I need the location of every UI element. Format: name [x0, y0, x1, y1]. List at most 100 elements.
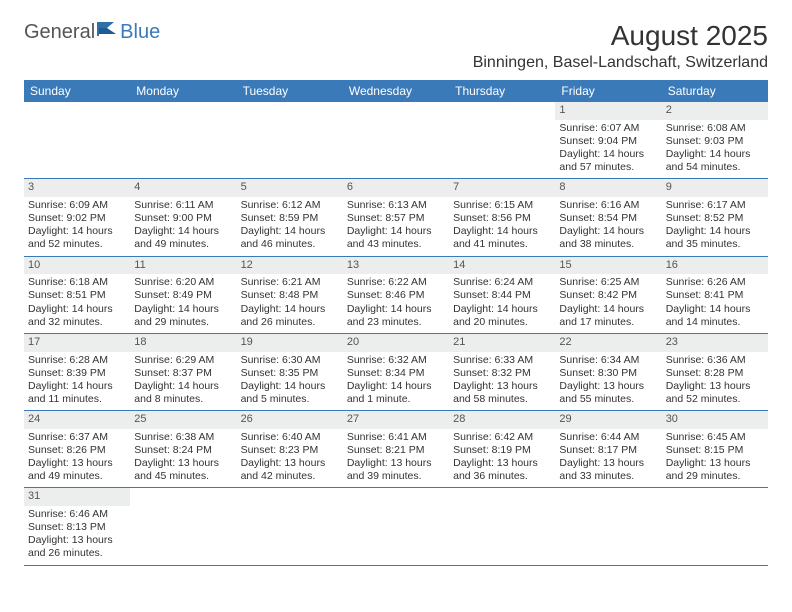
sunrise-text: Sunrise: 6:32 AM — [347, 354, 445, 367]
daylight-text: Daylight: 13 hours and 36 minutes. — [453, 457, 551, 483]
calendar-week-row: 31Sunrise: 6:46 AMSunset: 8:13 PMDayligh… — [24, 488, 768, 565]
calendar-day-cell: 16Sunrise: 6:26 AMSunset: 8:41 PMDayligh… — [662, 256, 768, 333]
sunset-text: Sunset: 8:49 PM — [134, 289, 232, 302]
calendar-day-cell — [130, 102, 236, 179]
day-details: Sunrise: 6:46 AMSunset: 8:13 PMDaylight:… — [24, 506, 130, 565]
sunset-text: Sunset: 8:48 PM — [241, 289, 339, 302]
day-number: 7 — [449, 179, 555, 197]
weekday-header: Wednesday — [343, 80, 449, 102]
day-number: 19 — [237, 334, 343, 352]
daylight-text: Daylight: 14 hours and 26 minutes. — [241, 303, 339, 329]
daylight-text: Daylight: 14 hours and 46 minutes. — [241, 225, 339, 251]
daylight-text: Daylight: 14 hours and 35 minutes. — [666, 225, 764, 251]
day-details: Sunrise: 6:09 AMSunset: 9:02 PMDaylight:… — [24, 197, 130, 256]
daylight-text: Daylight: 14 hours and 54 minutes. — [666, 148, 764, 174]
calendar-day-cell: 7Sunrise: 6:15 AMSunset: 8:56 PMDaylight… — [449, 179, 555, 256]
daylight-text: Daylight: 13 hours and 33 minutes. — [559, 457, 657, 483]
day-number: 14 — [449, 257, 555, 275]
day-number: 30 — [662, 411, 768, 429]
calendar-week-row: 3Sunrise: 6:09 AMSunset: 9:02 PMDaylight… — [24, 179, 768, 256]
sunset-text: Sunset: 8:51 PM — [28, 289, 126, 302]
sunrise-text: Sunrise: 6:28 AM — [28, 354, 126, 367]
day-details: Sunrise: 6:29 AMSunset: 8:37 PMDaylight:… — [130, 352, 236, 411]
calendar-day-cell: 15Sunrise: 6:25 AMSunset: 8:42 PMDayligh… — [555, 256, 661, 333]
daylight-text: Daylight: 13 hours and 45 minutes. — [134, 457, 232, 483]
calendar-day-cell: 24Sunrise: 6:37 AMSunset: 8:26 PMDayligh… — [24, 411, 130, 488]
sunrise-text: Sunrise: 6:37 AM — [28, 431, 126, 444]
day-number: 3 — [24, 179, 130, 197]
day-number — [662, 488, 768, 506]
calendar-week-row: 10Sunrise: 6:18 AMSunset: 8:51 PM Dayligh… — [24, 256, 768, 333]
sunset-text: Sunset: 8:28 PM — [666, 367, 764, 380]
day-details: Sunrise: 6:08 AMSunset: 9:03 PMDaylight:… — [662, 120, 768, 179]
calendar-day-cell: 19Sunrise: 6:30 AMSunset: 8:35 PMDayligh… — [237, 333, 343, 410]
calendar-day-cell: 20Sunrise: 6:32 AMSunset: 8:34 PMDayligh… — [343, 333, 449, 410]
sunset-text: Sunset: 8:59 PM — [241, 212, 339, 225]
daylight-text: Daylight: 14 hours and 11 minutes. — [28, 380, 126, 406]
weekday-header: Monday — [130, 80, 236, 102]
day-details: Sunrise: 6:11 AMSunset: 9:00 PMDaylight:… — [130, 197, 236, 256]
day-number: 13 — [343, 257, 449, 275]
sunrise-text: Sunrise: 6:40 AM — [241, 431, 339, 444]
daylight-text: Daylight: 14 hours and 5 minutes. — [241, 380, 339, 406]
sunset-text: Sunset: 8:42 PM — [559, 289, 657, 302]
sunrise-text: Sunrise: 6:18 AM — [28, 276, 126, 289]
day-details: Sunrise: 6:12 AMSunset: 8:59 PMDaylight:… — [237, 197, 343, 256]
day-details: Sunrise: 6:26 AMSunset: 8:41 PMDaylight:… — [662, 274, 768, 333]
day-number — [130, 488, 236, 506]
daylight-text: Daylight: 14 hours and 49 minutes. — [134, 225, 232, 251]
calendar-day-cell: 22Sunrise: 6:34 AMSunset: 8:30 PMDayligh… — [555, 333, 661, 410]
day-number: 23 — [662, 334, 768, 352]
sunrise-text: Sunrise: 6:09 AM — [28, 199, 126, 212]
day-number — [237, 102, 343, 120]
sunrise-text: Sunrise: 6:29 AM — [134, 354, 232, 367]
sunrise-text: Sunrise: 6:24 AM — [453, 276, 551, 289]
title-block: August 2025 Binningen, Basel-Landschaft,… — [473, 20, 768, 72]
day-details: Sunrise: 6:44 AMSunset: 8:17 PMDaylight:… — [555, 429, 661, 488]
day-details: Sunrise: 6:41 AMSunset: 8:21 PMDaylight:… — [343, 429, 449, 488]
weekday-header: Saturday — [662, 80, 768, 102]
calendar-day-cell: 29Sunrise: 6:44 AMSunset: 8:17 PMDayligh… — [555, 411, 661, 488]
day-details: Sunrise: 6:17 AMSunset: 8:52 PMDaylight:… — [662, 197, 768, 256]
day-number — [343, 102, 449, 120]
daylight-text: Daylight: 14 hours and 29 minutes. — [134, 303, 232, 329]
sunrise-text: Sunrise: 6:07 AM — [559, 122, 657, 135]
day-number: 31 — [24, 488, 130, 506]
day-details: Sunrise: 6:25 AMSunset: 8:42 PMDaylight:… — [555, 274, 661, 333]
day-number: 2 — [662, 102, 768, 120]
sunrise-text: Sunrise: 6:12 AM — [241, 199, 339, 212]
calendar-day-cell — [662, 488, 768, 565]
day-number — [24, 102, 130, 120]
calendar-day-cell: 23Sunrise: 6:36 AMSunset: 8:28 PMDayligh… — [662, 333, 768, 410]
day-details: Sunrise: 6:16 AMSunset: 8:54 PMDaylight:… — [555, 197, 661, 256]
day-details: Sunrise: 6:28 AMSunset: 8:39 PMDaylight:… — [24, 352, 130, 411]
sunset-text: Sunset: 8:54 PM — [559, 212, 657, 225]
sunrise-text: Sunrise: 6:17 AM — [666, 199, 764, 212]
calendar-day-cell: 8Sunrise: 6:16 AMSunset: 8:54 PMDaylight… — [555, 179, 661, 256]
daylight-text: Daylight: 13 hours and 52 minutes. — [666, 380, 764, 406]
calendar-head: Sunday Monday Tuesday Wednesday Thursday… — [24, 80, 768, 102]
day-number: 5 — [237, 179, 343, 197]
daylight-text: Daylight: 14 hours and 20 minutes. — [453, 303, 551, 329]
calendar-day-cell: 21Sunrise: 6:33 AMSunset: 8:32 PMDayligh… — [449, 333, 555, 410]
day-details: Sunrise: 6:40 AMSunset: 8:23 PMDaylight:… — [237, 429, 343, 488]
sunrise-text: Sunrise: 6:08 AM — [666, 122, 764, 135]
day-number: 10 — [24, 257, 130, 275]
day-details: Sunrise: 6:30 AMSunset: 8:35 PMDaylight:… — [237, 352, 343, 411]
daylight-text: Daylight: 14 hours and 43 minutes. — [347, 225, 445, 251]
weekday-header: Thursday — [449, 80, 555, 102]
brand-logo: General Blue — [24, 20, 160, 44]
sunset-text: Sunset: 8:21 PM — [347, 444, 445, 457]
day-details: Sunrise: 6:34 AMSunset: 8:30 PMDaylight:… — [555, 352, 661, 411]
day-details: Sunrise: 6:21 AMSunset: 8:48 PMDaylight:… — [237, 274, 343, 333]
day-number: 8 — [555, 179, 661, 197]
day-number: 18 — [130, 334, 236, 352]
day-details: Sunrise: 6:07 AMSunset: 9:04 PMDaylight:… — [555, 120, 661, 179]
sunset-text: Sunset: 8:37 PM — [134, 367, 232, 380]
day-details: Sunrise: 6:38 AMSunset: 8:24 PMDaylight:… — [130, 429, 236, 488]
sunrise-text: Sunrise: 6:45 AM — [666, 431, 764, 444]
calendar-day-cell: 6Sunrise: 6:13 AMSunset: 8:57 PMDaylight… — [343, 179, 449, 256]
day-number: 20 — [343, 334, 449, 352]
daylight-text: Daylight: 14 hours and 8 minutes. — [134, 380, 232, 406]
daylight-text: Daylight: 13 hours and 39 minutes. — [347, 457, 445, 483]
